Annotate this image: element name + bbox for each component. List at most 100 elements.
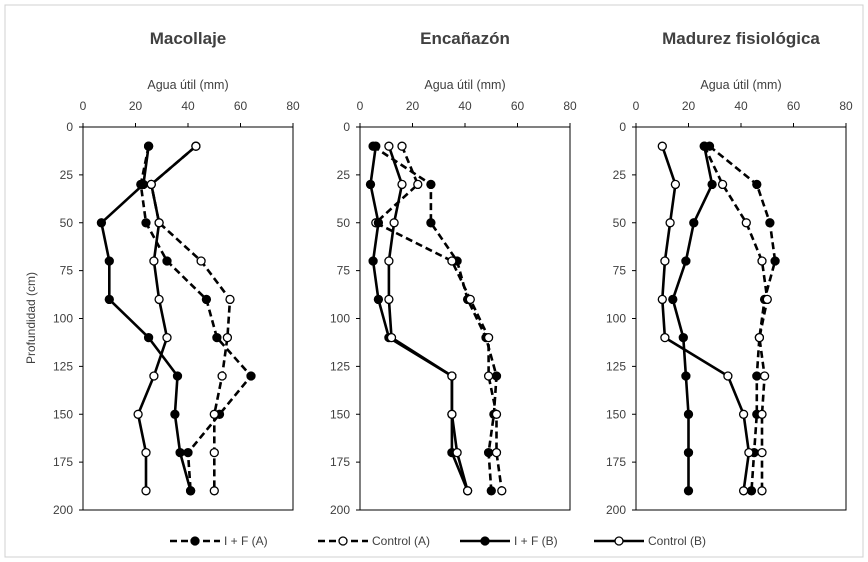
data-point [757,447,767,458]
data-point [752,179,762,190]
data-point [373,294,384,305]
series-i-f-b [668,141,717,496]
legend-label: Control (A) [372,534,430,548]
data-point [386,332,397,343]
data-point [447,256,457,266]
data-point [172,371,183,381]
series-line [139,145,253,491]
y-tick-label: 175 [606,455,626,469]
data-point [770,256,780,266]
data-point [384,141,394,151]
data-point [384,294,394,305]
panels: Macollaje Agua útil (mm) 0 20 40 60 80 0 25 50 75 1… [53,29,853,517]
x-tick-label: 80 [839,99,853,113]
data-point [738,486,749,496]
legend-item-i-f-b: I + F (B) [460,534,558,548]
data-point [397,179,407,190]
legend-item-i-f-a: I + F (A) [170,534,268,548]
series-line [708,145,777,491]
panel-title: Madurez fisiológica [662,29,820,48]
series-line [100,146,192,492]
y-tick-label: 150 [606,407,626,421]
data-point [397,141,407,151]
x-tick-label: 40 [734,99,748,113]
data-point [201,294,212,305]
y-tick-label: 175 [53,455,73,469]
y-tick-label: 50 [337,216,351,230]
data-point [665,218,675,228]
y-tick-label: 100 [330,312,350,326]
series-control-a [699,141,772,496]
data-point [660,332,670,343]
legend-marker [614,536,624,546]
data-point [765,218,775,228]
data-point [175,447,185,458]
data-point [389,218,399,228]
x-axis-label: Agua útil (mm) [147,78,228,92]
data-point [96,218,107,228]
data-point [365,179,376,190]
y-tick-label: 0 [66,120,73,134]
y-tick-label: 200 [330,503,350,517]
y-tick-label: 50 [60,216,74,230]
data-point [143,141,154,151]
data-point [138,179,149,190]
series-control-b [133,141,201,496]
legend: I + F (A) Control (A) I + F (B) Control (B) [170,534,706,548]
legend-item-control-b: Control (B) [594,534,706,548]
y-tick-label: 200 [53,503,73,517]
data-point [373,218,384,228]
legend-item-control-a: Control (A) [318,534,430,548]
data-point [670,179,681,190]
x-tick-label: 20 [129,99,143,113]
series-line [671,145,714,491]
data-point [426,179,436,190]
legend-label: I + F (A) [224,534,268,548]
data-point [483,371,494,381]
data-point [483,332,494,343]
panel-madurez-fisiologica: Madurez fisiológica Agua útil (mm) 0 20 40 60… [606,29,853,517]
data-point [491,447,502,458]
data-point [447,409,457,419]
data-point [491,409,502,419]
data-point [657,141,667,151]
data-point [196,256,206,266]
data-point [668,294,678,305]
y-tick-label: 25 [613,168,627,182]
y-tick-label: 75 [613,264,627,278]
x-tick-label: 80 [286,99,300,113]
data-point [154,294,164,305]
y-tick-label: 175 [330,455,350,469]
series-i-f-b [96,141,196,496]
data-point [497,486,507,496]
data-point [483,447,494,458]
data-point [133,409,143,419]
y-tick-label: 75 [337,264,351,278]
data-point [143,332,154,343]
series-line [372,145,498,491]
data-point [683,447,694,458]
data-point [146,179,156,190]
y-tick-label: 0 [343,120,350,134]
legend-marker [338,536,348,546]
data-point [717,179,728,190]
data-point [162,256,172,266]
data-point [465,294,475,305]
y-tick-label: 100 [606,312,626,326]
legend-label: Control (B) [648,534,706,548]
x-tick-label: 60 [511,99,525,113]
data-point [149,371,159,381]
series-line [136,145,197,491]
data-point [141,486,151,496]
data-point [452,447,462,458]
x-tick-label: 60 [787,99,801,113]
x-tick-label: 20 [406,99,420,113]
data-point [384,256,394,266]
data-point [371,141,381,151]
y-tick-label: 125 [53,359,73,373]
series-line [369,146,469,492]
data-point [683,409,694,419]
data-point [246,371,256,381]
y-tick-label: 25 [60,168,74,182]
